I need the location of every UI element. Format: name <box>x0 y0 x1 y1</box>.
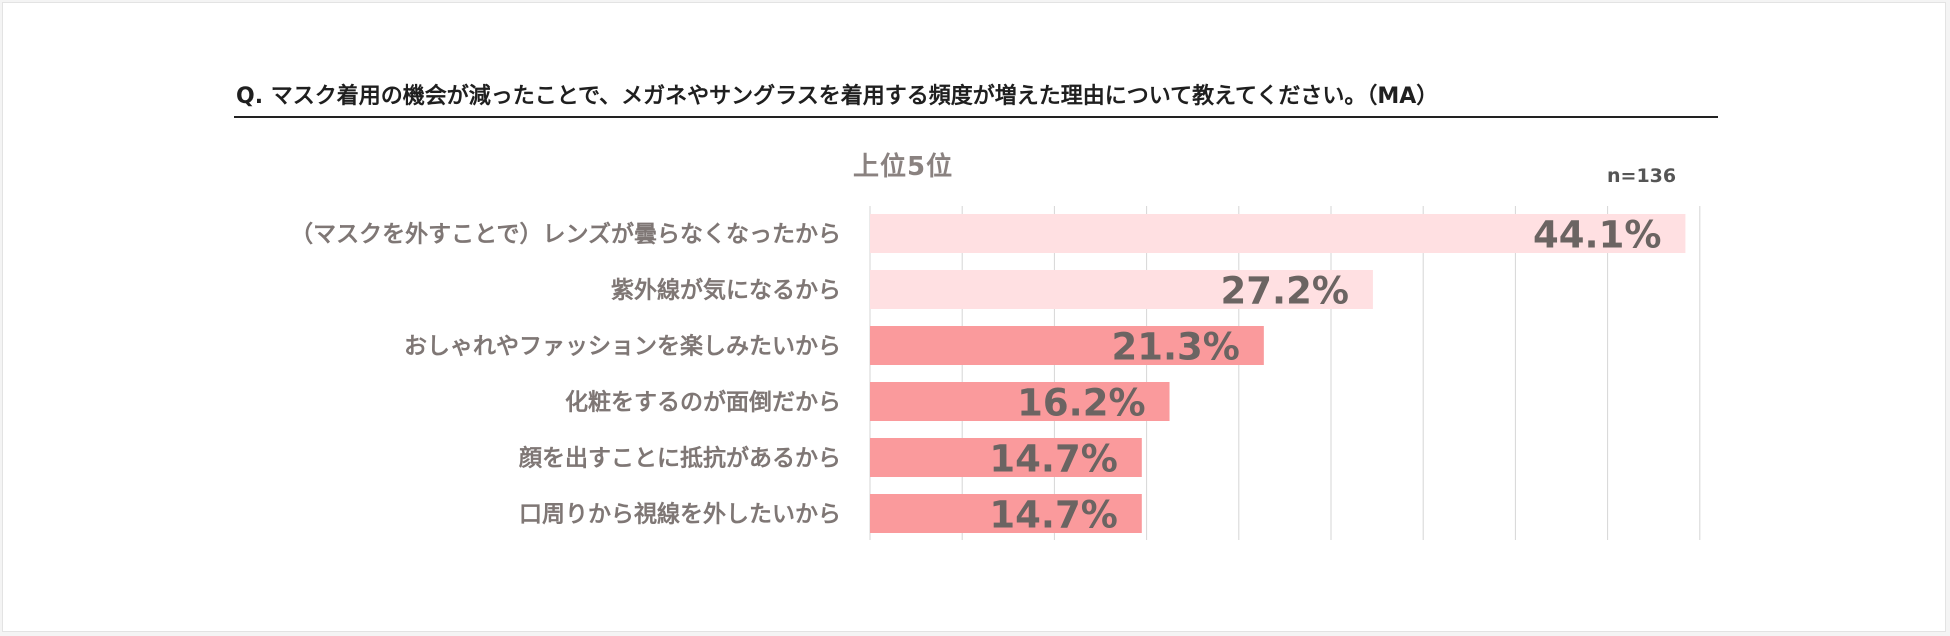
sample-size-label: n=136 <box>1607 165 1677 187</box>
bar <box>870 438 1142 477</box>
category-label: （マスクを外すことで）レンズが曇らなくなったから <box>290 221 841 248</box>
value-label: 27.2% <box>1221 270 1349 313</box>
category-label: 紫外線が気になるから <box>611 277 841 304</box>
category-label: 顔を出すことに抵抗があるから <box>518 445 841 472</box>
category-label: 化粧をするのが面倒だから <box>565 389 841 416</box>
value-label: 14.7% <box>989 438 1117 481</box>
value-label: 44.1% <box>1533 214 1661 257</box>
value-label: 21.3% <box>1111 326 1239 369</box>
bar <box>870 270 1373 309</box>
question-title: Q. マスク着用の機会が減ったことで、メガネやサングラスを着用する頻度が増えた理… <box>234 82 1718 118</box>
value-label: 16.2% <box>1017 382 1145 425</box>
value-label: 14.7% <box>989 494 1117 537</box>
bar <box>870 214 1686 253</box>
bar <box>870 494 1142 533</box>
bar <box>870 326 1264 365</box>
category-label: 口周りから視線を外したいから <box>519 501 841 528</box>
category-label: おしゃれやファッションを楽しみたいから <box>404 333 841 360</box>
chart-subtitle: 上位5位 <box>853 152 954 182</box>
bar <box>870 382 1170 421</box>
